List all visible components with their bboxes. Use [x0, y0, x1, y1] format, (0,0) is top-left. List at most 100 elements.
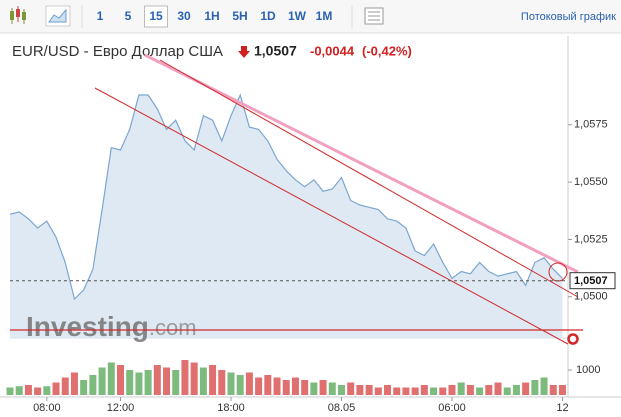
volume-bar [61, 377, 69, 395]
volume-bar [15, 386, 23, 395]
interval-button[interactable]: 5H [232, 9, 247, 23]
volume-bar [291, 377, 299, 395]
volume-bar [199, 367, 207, 395]
volume-bar [153, 365, 161, 395]
x-tick-label: 18:00 [217, 402, 245, 414]
volume-bar [310, 382, 318, 395]
volume-bar [448, 385, 456, 395]
volume-bar [245, 372, 253, 395]
volume-bar [282, 380, 290, 395]
volume-bar [52, 382, 60, 395]
drawing-handle[interactable] [567, 333, 579, 345]
volume-bar [384, 385, 392, 395]
volume-bar [34, 387, 42, 395]
volume-bar [430, 387, 438, 395]
interval-button[interactable]: 30 [177, 9, 191, 23]
volume-bar [172, 370, 180, 395]
watermark: Investing.com [26, 311, 197, 342]
interval-button[interactable]: 15 [149, 9, 163, 23]
volume-bar [89, 375, 97, 395]
y-tick-label: 1,0575 [574, 119, 608, 131]
last-price: 1,0507 [254, 43, 297, 59]
volume-bar [420, 385, 428, 395]
x-tick-label: 12:00 [107, 402, 135, 414]
volume-bar [218, 370, 226, 395]
interval-button[interactable]: 5 [125, 9, 132, 23]
volume-bar [135, 372, 143, 395]
volume-bar [558, 385, 566, 395]
interval-button[interactable]: 1H [204, 9, 219, 23]
streaming-link[interactable]: Потоковый график [521, 11, 616, 23]
y-tick-label: 1,0525 [574, 233, 608, 245]
last-price-label: 1,0507 [574, 275, 608, 287]
volume-bar [301, 380, 309, 395]
volume-bar [255, 377, 263, 395]
trend-line[interactable] [144, 53, 579, 274]
y-tick-label: 1,0550 [574, 176, 608, 188]
selected-interval-box [144, 5, 168, 28]
volume-bar [549, 385, 557, 395]
volume-bar [163, 367, 171, 395]
volume-bar [209, 365, 217, 395]
candle-icon[interactable] [10, 6, 26, 24]
area-icon[interactable] [45, 5, 71, 27]
instrument-title: EUR/USD - Евро Доллар США [12, 43, 223, 60]
channel-line[interactable] [94, 87, 569, 345]
volume-bar [337, 385, 345, 395]
volume-bar [411, 387, 419, 395]
volume-bar [365, 385, 373, 395]
volume-bar [522, 382, 530, 395]
volume-tick-label: 1000 [576, 364, 600, 376]
volume-bar [485, 385, 493, 395]
price-line [9, 93, 563, 301]
volume-bar [43, 386, 51, 395]
volume-bar [319, 380, 327, 395]
interval-button[interactable]: 1D [260, 9, 276, 23]
x-tick-label: 08.05 [328, 402, 356, 414]
price-area [10, 95, 563, 338]
volume-bar [190, 362, 198, 395]
volume-bar [503, 387, 511, 395]
volume-bar [126, 370, 134, 395]
watermark-domain: .com [149, 315, 197, 340]
interval-button[interactable]: 1 [97, 9, 104, 23]
volume-bar [6, 387, 14, 395]
interval-button[interactable]: 1M [316, 9, 333, 23]
volume-bar [98, 367, 106, 395]
watermark-brand: Investing [26, 311, 149, 342]
change: -0,0044 [310, 43, 355, 58]
volume-bar [236, 375, 244, 395]
volume-bar [264, 375, 272, 395]
channel-line[interactable] [159, 59, 579, 298]
x-tick-label: 06:00 [438, 402, 466, 414]
volume-bar [356, 385, 364, 395]
volume-bar [494, 382, 502, 395]
volume-bar [107, 362, 115, 395]
volume-bar [116, 365, 124, 395]
volume-bar [393, 387, 401, 395]
volume-bar [512, 385, 520, 395]
interval-button[interactable]: 1W [288, 9, 307, 23]
table-icon[interactable] [364, 7, 384, 25]
volume-bar [144, 370, 152, 395]
volume-bar [328, 382, 336, 395]
volume-bar [466, 385, 474, 395]
volume-bar [227, 372, 235, 395]
down-arrow [238, 46, 250, 58]
volume-bar [273, 377, 281, 395]
volume-bar [540, 377, 548, 395]
change-percent: (-0,42%) [362, 43, 412, 58]
toolbar [0, 0, 621, 33]
volume-bar [439, 387, 447, 395]
y-tick-label: 1,0500 [574, 291, 608, 303]
volume-bar [181, 360, 189, 395]
volume-bar [476, 387, 484, 395]
x-tick-label: 12 [556, 402, 568, 414]
plot [9, 93, 563, 338]
last-price-box [569, 272, 616, 290]
volume-bar [374, 387, 382, 395]
volume-bar [80, 380, 88, 395]
volume-bar [347, 382, 355, 395]
volume-bar [531, 380, 539, 395]
